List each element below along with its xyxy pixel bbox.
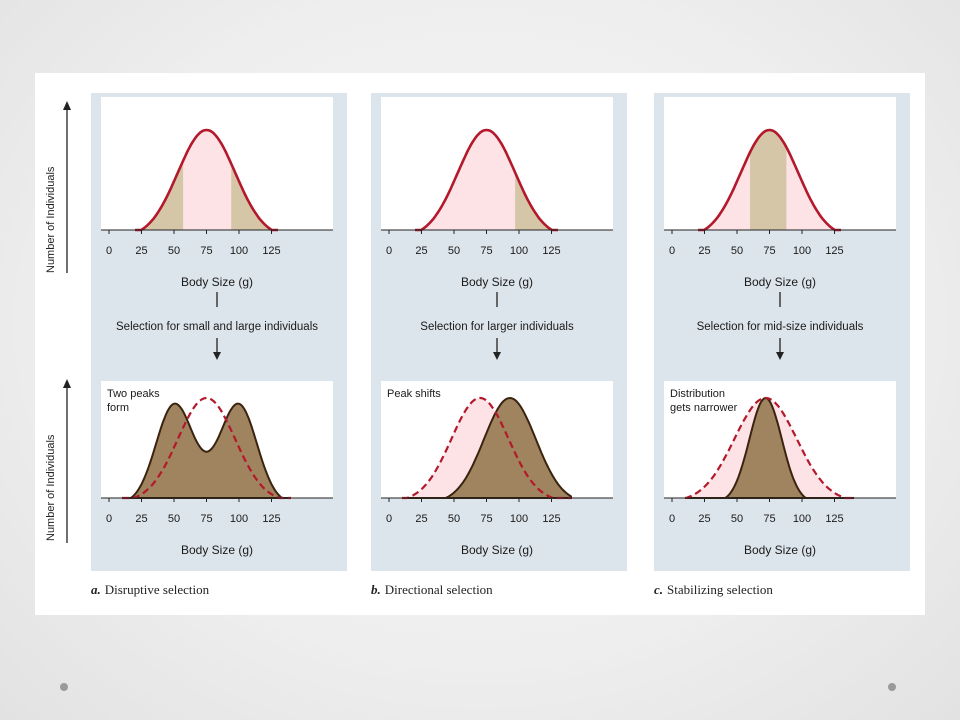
x-tick-label-bottom-b-25: 25: [415, 513, 427, 525]
slide-dot-left: [60, 683, 68, 691]
x-tick-label-top-b-75: 75: [480, 245, 492, 257]
x-tick-label-bottom-b-75: 75: [480, 513, 492, 525]
selected-region-top-b-0: [515, 172, 552, 230]
x-tick-label-top-c-25: 25: [698, 245, 710, 257]
original-distribution-dashed-a: [122, 396, 291, 500]
x-tick-label-bottom-a-50: 50: [168, 513, 180, 525]
x-tick-label-bottom-b-100: 100: [510, 513, 528, 525]
x-tick-label-bottom-c-50: 50: [731, 513, 743, 525]
x-tick-label-bottom-c-125: 125: [825, 513, 843, 525]
caption-c-letter: c.: [654, 582, 664, 597]
slide-dot-right: [888, 683, 896, 691]
caption-b-letter: b.: [371, 582, 381, 597]
caption-b-text: Directional selection: [384, 582, 493, 597]
caption-a-text: Disruptive selection: [104, 582, 210, 597]
x-tick-label-bottom-a-75: 75: [200, 513, 212, 525]
x-axis-title-top-c: Body Size (g): [744, 275, 816, 289]
selected-region-top-a-1: [231, 163, 272, 230]
x-tick-label-top-c-125: 125: [825, 245, 843, 257]
arrow-head-c: [776, 352, 784, 360]
new-distribution-a: [122, 402, 291, 499]
x-tick-label-top-c-75: 75: [763, 245, 775, 257]
caption-b: b. Directional selection: [371, 582, 493, 598]
note-a-line-1: form: [107, 402, 129, 414]
distribution-curve-top-c: [698, 128, 841, 232]
note-c-line-1: gets narrower: [670, 402, 738, 414]
x-tick-label-top-b-125: 125: [542, 245, 560, 257]
x-tick-label-top-b-50: 50: [448, 245, 460, 257]
caption-a: a. Disruptive selection: [91, 582, 209, 598]
selection-text-a: Selection for small and large individual…: [116, 321, 318, 333]
selection-figure: Number of Individuals Number of Individu…: [35, 73, 925, 615]
caption-a-letter: a.: [91, 582, 101, 597]
x-axis-title-bottom-b: Body Size (g): [461, 543, 533, 557]
x-tick-label-bottom-a-100: 100: [230, 513, 248, 525]
x-tick-label-top-b-0: 0: [386, 245, 392, 257]
note-c-line-0: Distribution: [670, 388, 725, 400]
selection-text-c: Selection for mid-size individuals: [697, 321, 864, 333]
y-axis-arrow-top-head: [63, 101, 71, 110]
x-axis-title-bottom-c: Body Size (g): [744, 543, 816, 557]
x-tick-label-bottom-c-25: 25: [698, 513, 710, 525]
selection-text-b: Selection for larger individuals: [420, 321, 574, 333]
caption-c: c. Stabilizing selection: [654, 582, 773, 598]
x-axis-title-bottom-a: Body Size (g): [181, 543, 253, 557]
x-tick-label-top-a-100: 100: [230, 245, 248, 257]
original-distribution-dashed-c: [684, 396, 854, 500]
y-axis-arrow-bottom-head: [63, 379, 71, 388]
caption-c-text: Stabilizing selection: [667, 582, 773, 597]
selected-region-top-a-0: [135, 160, 184, 230]
x-tick-label-top-b-100: 100: [510, 245, 528, 257]
x-tick-label-top-a-75: 75: [200, 245, 212, 257]
x-tick-label-top-c-100: 100: [793, 245, 811, 257]
x-tick-label-top-c-0: 0: [669, 245, 675, 257]
x-tick-label-top-a-0: 0: [106, 245, 112, 257]
x-tick-label-top-a-125: 125: [262, 245, 280, 257]
x-axis-title-top-b: Body Size (g): [461, 275, 533, 289]
arrow-head-a: [213, 352, 221, 360]
note-b-line-0: Peak shifts: [387, 388, 441, 400]
distribution-curve-top-a: [135, 128, 278, 232]
x-tick-label-bottom-b-0: 0: [386, 513, 392, 525]
x-tick-label-bottom-b-50: 50: [448, 513, 460, 525]
x-axis-title-top-a: Body Size (g): [181, 275, 253, 289]
x-tick-label-bottom-a-125: 125: [262, 513, 280, 525]
x-tick-label-bottom-a-0: 0: [106, 513, 112, 525]
distribution-curve-top-b: [415, 128, 558, 232]
x-tick-label-bottom-c-100: 100: [793, 513, 811, 525]
x-tick-label-bottom-a-25: 25: [135, 513, 147, 525]
original-distribution-dashed-b: [402, 396, 571, 500]
x-tick-label-bottom-b-125: 125: [542, 513, 560, 525]
x-tick-label-bottom-c-0: 0: [669, 513, 675, 525]
x-tick-label-top-a-25: 25: [135, 245, 147, 257]
arrow-head-b: [493, 352, 501, 360]
x-tick-label-top-c-50: 50: [731, 245, 743, 257]
x-tick-label-top-a-50: 50: [168, 245, 180, 257]
selected-region-top-c-0: [750, 130, 787, 230]
charts-svg: 0 25 50 75 100 125 Body Size (g) Selection for …: [63, 97, 896, 557]
x-tick-label-top-b-25: 25: [415, 245, 427, 257]
x-tick-label-bottom-c-75: 75: [763, 513, 775, 525]
note-a-line-0: Two peaks: [107, 388, 160, 400]
